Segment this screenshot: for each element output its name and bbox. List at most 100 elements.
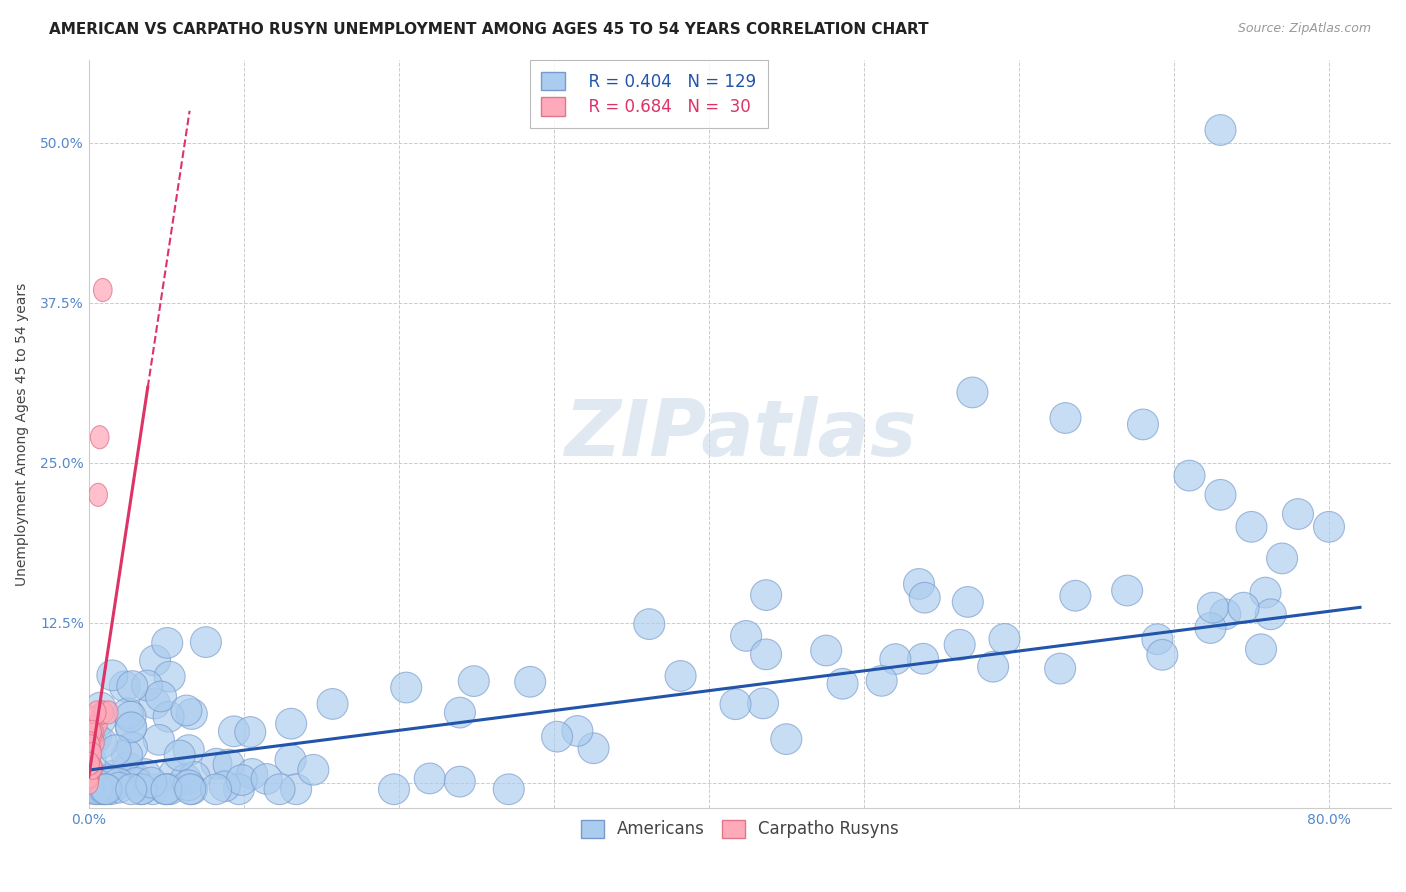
Ellipse shape xyxy=(1198,592,1229,623)
Ellipse shape xyxy=(84,705,115,735)
Ellipse shape xyxy=(127,774,157,805)
Ellipse shape xyxy=(84,706,103,730)
Ellipse shape xyxy=(1045,653,1076,684)
Ellipse shape xyxy=(83,723,101,746)
Ellipse shape xyxy=(1142,624,1173,655)
Ellipse shape xyxy=(90,425,110,449)
Ellipse shape xyxy=(115,774,146,805)
Ellipse shape xyxy=(82,735,100,757)
Ellipse shape xyxy=(226,764,257,796)
Ellipse shape xyxy=(880,644,911,674)
Ellipse shape xyxy=(155,774,186,805)
Ellipse shape xyxy=(91,774,122,805)
Ellipse shape xyxy=(139,645,170,676)
Ellipse shape xyxy=(159,758,190,789)
Text: AMERICAN VS CARPATHO RUSYN UNEMPLOYMENT AMONG AGES 45 TO 54 YEARS CORRELATION CH: AMERICAN VS CARPATHO RUSYN UNEMPLOYMENT … xyxy=(49,22,929,37)
Ellipse shape xyxy=(170,764,201,795)
Ellipse shape xyxy=(1128,409,1159,440)
Ellipse shape xyxy=(84,692,115,723)
Ellipse shape xyxy=(82,739,100,762)
Ellipse shape xyxy=(132,670,163,701)
Ellipse shape xyxy=(1282,499,1313,529)
Ellipse shape xyxy=(80,764,98,788)
Ellipse shape xyxy=(1112,575,1143,606)
Ellipse shape xyxy=(121,767,152,798)
Ellipse shape xyxy=(515,666,546,698)
Ellipse shape xyxy=(75,745,105,776)
Ellipse shape xyxy=(117,671,148,701)
Ellipse shape xyxy=(1313,511,1344,542)
Ellipse shape xyxy=(80,766,100,789)
Ellipse shape xyxy=(224,774,254,805)
Ellipse shape xyxy=(665,661,696,691)
Ellipse shape xyxy=(89,774,120,805)
Ellipse shape xyxy=(94,701,112,724)
Ellipse shape xyxy=(80,735,98,758)
Ellipse shape xyxy=(904,568,935,599)
Ellipse shape xyxy=(120,763,150,794)
Ellipse shape xyxy=(235,716,266,747)
Ellipse shape xyxy=(139,688,170,719)
Ellipse shape xyxy=(100,701,118,724)
Ellipse shape xyxy=(86,731,104,754)
Ellipse shape xyxy=(84,756,103,780)
Ellipse shape xyxy=(391,673,422,703)
Ellipse shape xyxy=(129,759,160,789)
Ellipse shape xyxy=(104,772,135,803)
Ellipse shape xyxy=(218,716,249,747)
Ellipse shape xyxy=(201,774,232,805)
Ellipse shape xyxy=(1205,480,1236,510)
Ellipse shape xyxy=(87,701,105,724)
Ellipse shape xyxy=(87,706,105,729)
Ellipse shape xyxy=(770,723,801,755)
Ellipse shape xyxy=(201,748,232,779)
Ellipse shape xyxy=(458,665,489,697)
Ellipse shape xyxy=(378,774,409,805)
Ellipse shape xyxy=(138,774,169,805)
Ellipse shape xyxy=(179,762,209,792)
Ellipse shape xyxy=(578,733,609,764)
Ellipse shape xyxy=(748,688,779,719)
Ellipse shape xyxy=(89,712,107,735)
Ellipse shape xyxy=(83,723,101,747)
Ellipse shape xyxy=(80,765,98,789)
Ellipse shape xyxy=(145,681,177,712)
Ellipse shape xyxy=(562,715,593,747)
Ellipse shape xyxy=(957,377,988,408)
Ellipse shape xyxy=(1174,460,1205,491)
Ellipse shape xyxy=(174,774,205,805)
Ellipse shape xyxy=(494,774,524,805)
Ellipse shape xyxy=(83,756,103,780)
Ellipse shape xyxy=(827,668,858,699)
Ellipse shape xyxy=(1256,599,1286,630)
Ellipse shape xyxy=(298,755,329,785)
Ellipse shape xyxy=(988,624,1019,654)
Ellipse shape xyxy=(214,749,245,780)
Ellipse shape xyxy=(173,735,204,765)
Ellipse shape xyxy=(91,764,122,796)
Ellipse shape xyxy=(1250,577,1281,608)
Ellipse shape xyxy=(155,661,186,692)
Ellipse shape xyxy=(720,689,751,720)
Ellipse shape xyxy=(276,708,307,739)
Ellipse shape xyxy=(80,774,111,805)
Text: Source: ZipAtlas.com: Source: ZipAtlas.com xyxy=(1237,22,1371,36)
Ellipse shape xyxy=(1205,115,1236,145)
Ellipse shape xyxy=(86,774,117,805)
Ellipse shape xyxy=(1147,640,1178,670)
Ellipse shape xyxy=(75,723,105,755)
Ellipse shape xyxy=(152,628,183,658)
Ellipse shape xyxy=(103,768,134,798)
Ellipse shape xyxy=(89,483,107,507)
Ellipse shape xyxy=(82,774,112,805)
Ellipse shape xyxy=(209,771,240,802)
Ellipse shape xyxy=(1236,511,1267,542)
Ellipse shape xyxy=(100,735,131,765)
Ellipse shape xyxy=(252,764,283,795)
Ellipse shape xyxy=(97,660,128,690)
Ellipse shape xyxy=(165,740,195,771)
Ellipse shape xyxy=(82,739,101,762)
Ellipse shape xyxy=(172,695,202,726)
Legend: Americans, Carpatho Rusyns: Americans, Carpatho Rusyns xyxy=(574,813,905,845)
Ellipse shape xyxy=(80,752,98,775)
